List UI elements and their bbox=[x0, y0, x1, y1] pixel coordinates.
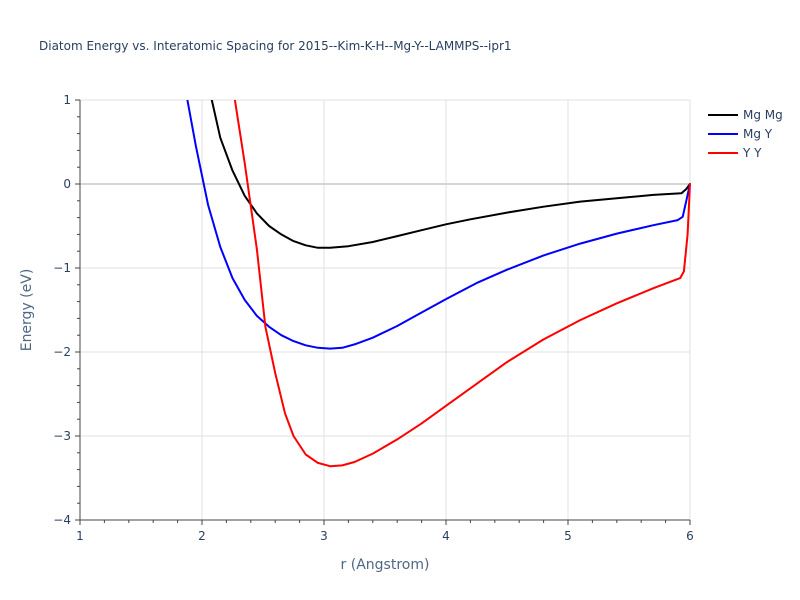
x-axis-title: r (Angstrom) bbox=[341, 557, 430, 573]
y-tick-label: −4 bbox=[53, 513, 71, 527]
legend-item-mg-y[interactable]: Mg Y bbox=[708, 127, 773, 141]
x-tick-label: 5 bbox=[564, 529, 572, 543]
legend[interactable]: Mg Mg Mg Y Y Y bbox=[708, 108, 783, 160]
chart-title: Diatom Energy vs. Interatomic Spacing fo… bbox=[39, 39, 512, 53]
y-axis-ticks: 1 0 −1 −2 −3 −4 bbox=[53, 93, 80, 527]
legend-label: Mg Y bbox=[743, 127, 773, 141]
y-tick-label: −3 bbox=[53, 429, 71, 443]
y-axis-title: Energy (eV) bbox=[19, 269, 35, 352]
legend-item-mg-mg[interactable]: Mg Mg bbox=[708, 108, 783, 122]
y-tick-label: 1 bbox=[63, 93, 71, 107]
legend-label: Mg Mg bbox=[743, 108, 783, 122]
legend-item-y-y[interactable]: Y Y bbox=[708, 146, 762, 160]
x-tick-label: 6 bbox=[686, 529, 694, 543]
x-tick-label: 3 bbox=[320, 529, 328, 543]
plot-area bbox=[186, 100, 691, 468]
x-tick-label: 1 bbox=[76, 529, 84, 543]
y-tick-label: −2 bbox=[53, 345, 71, 359]
series-line-y-y bbox=[233, 100, 691, 468]
y-tick-label: 0 bbox=[63, 177, 71, 191]
y-gridlines bbox=[80, 99, 690, 437]
x-axis-ticks: 1 2 3 4 5 6 bbox=[76, 520, 694, 543]
series-line-mg-y bbox=[186, 100, 691, 350]
series-line-mg-mg bbox=[210, 100, 691, 249]
y-tick-label: −1 bbox=[53, 261, 71, 275]
x-tick-label: 4 bbox=[442, 529, 450, 543]
x-tick-label: 2 bbox=[198, 529, 206, 543]
legend-label: Y Y bbox=[742, 146, 762, 160]
x-gridlines bbox=[201, 100, 691, 520]
